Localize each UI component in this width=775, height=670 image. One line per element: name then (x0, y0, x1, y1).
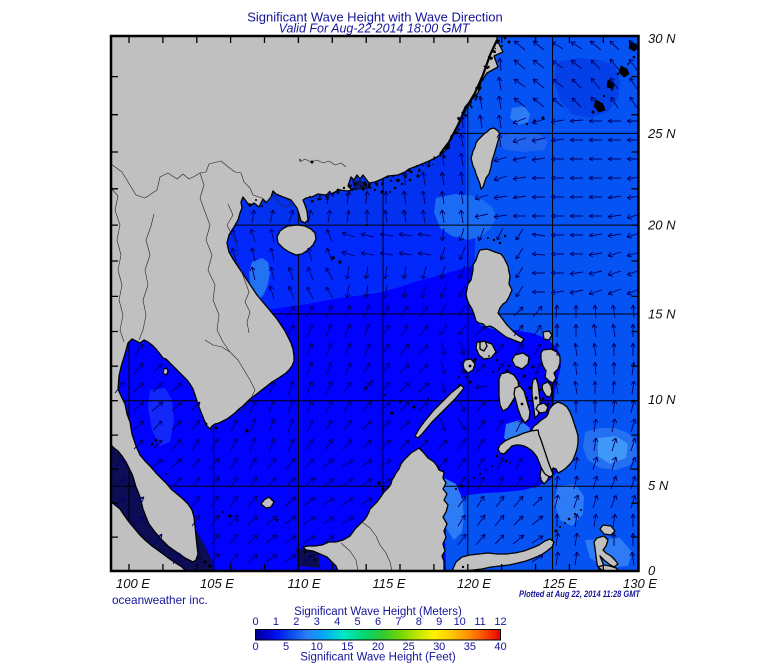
svg-text:10 N: 10 N (648, 392, 676, 407)
svg-text:Significant Wave Height with W: Significant Wave Height with Wave Direct… (247, 10, 503, 25)
svg-text:35: 35 (464, 641, 476, 653)
svg-text:25 N: 25 N (647, 126, 676, 141)
svg-text:40: 40 (494, 641, 506, 653)
svg-text:0: 0 (648, 563, 656, 578)
svg-text:5 N: 5 N (648, 478, 669, 493)
svg-text:6: 6 (375, 616, 381, 628)
svg-text:125 E: 125 E (543, 576, 577, 591)
svg-text:115 E: 115 E (372, 576, 405, 591)
svg-text:120 E: 120 E (457, 576, 491, 591)
svg-text:20: 20 (372, 641, 384, 653)
svg-text:Significant Wave Height (Feet): Significant Wave Height (Feet) (300, 652, 456, 664)
svg-text:20 N: 20 N (647, 218, 676, 233)
svg-text:130 E: 130 E (623, 576, 657, 591)
svg-text:30: 30 (433, 641, 445, 653)
svg-text:8: 8 (416, 616, 422, 628)
svg-text:1: 1 (273, 616, 279, 628)
svg-text:105 E: 105 E (200, 576, 234, 591)
svg-text:0: 0 (252, 616, 258, 628)
svg-text:15 N: 15 N (648, 307, 676, 322)
svg-text:12: 12 (494, 616, 506, 628)
svg-text:3: 3 (314, 616, 320, 628)
svg-text:7: 7 (395, 616, 401, 628)
svg-text:Significant Wave Height (Meter: Significant Wave Height (Meters) (294, 606, 462, 618)
svg-text:5: 5 (355, 616, 361, 628)
svg-text:10: 10 (311, 641, 323, 653)
svg-text:0: 0 (252, 641, 258, 653)
svg-text:110 E: 110 E (287, 576, 320, 591)
svg-text:25: 25 (402, 641, 414, 653)
svg-text:Valid For Aug-22-2014 18:00 GM: Valid For Aug-22-2014 18:00 GMT (279, 22, 471, 36)
svg-text:2: 2 (293, 616, 299, 628)
svg-text:100 E: 100 E (116, 576, 150, 591)
svg-text:15: 15 (341, 641, 353, 653)
svg-text:4: 4 (334, 616, 340, 628)
svg-text:Plotted at Aug 22, 2014 11:28: Plotted at Aug 22, 2014 11:28 GMT (519, 589, 641, 599)
svg-text:9: 9 (436, 616, 442, 628)
svg-text:5: 5 (283, 641, 289, 653)
svg-text:11: 11 (474, 616, 485, 628)
svg-text:10: 10 (454, 616, 466, 628)
svg-text:oceanweather inc.: oceanweather inc. (112, 593, 208, 607)
svg-text:30 N: 30 N (648, 31, 676, 46)
